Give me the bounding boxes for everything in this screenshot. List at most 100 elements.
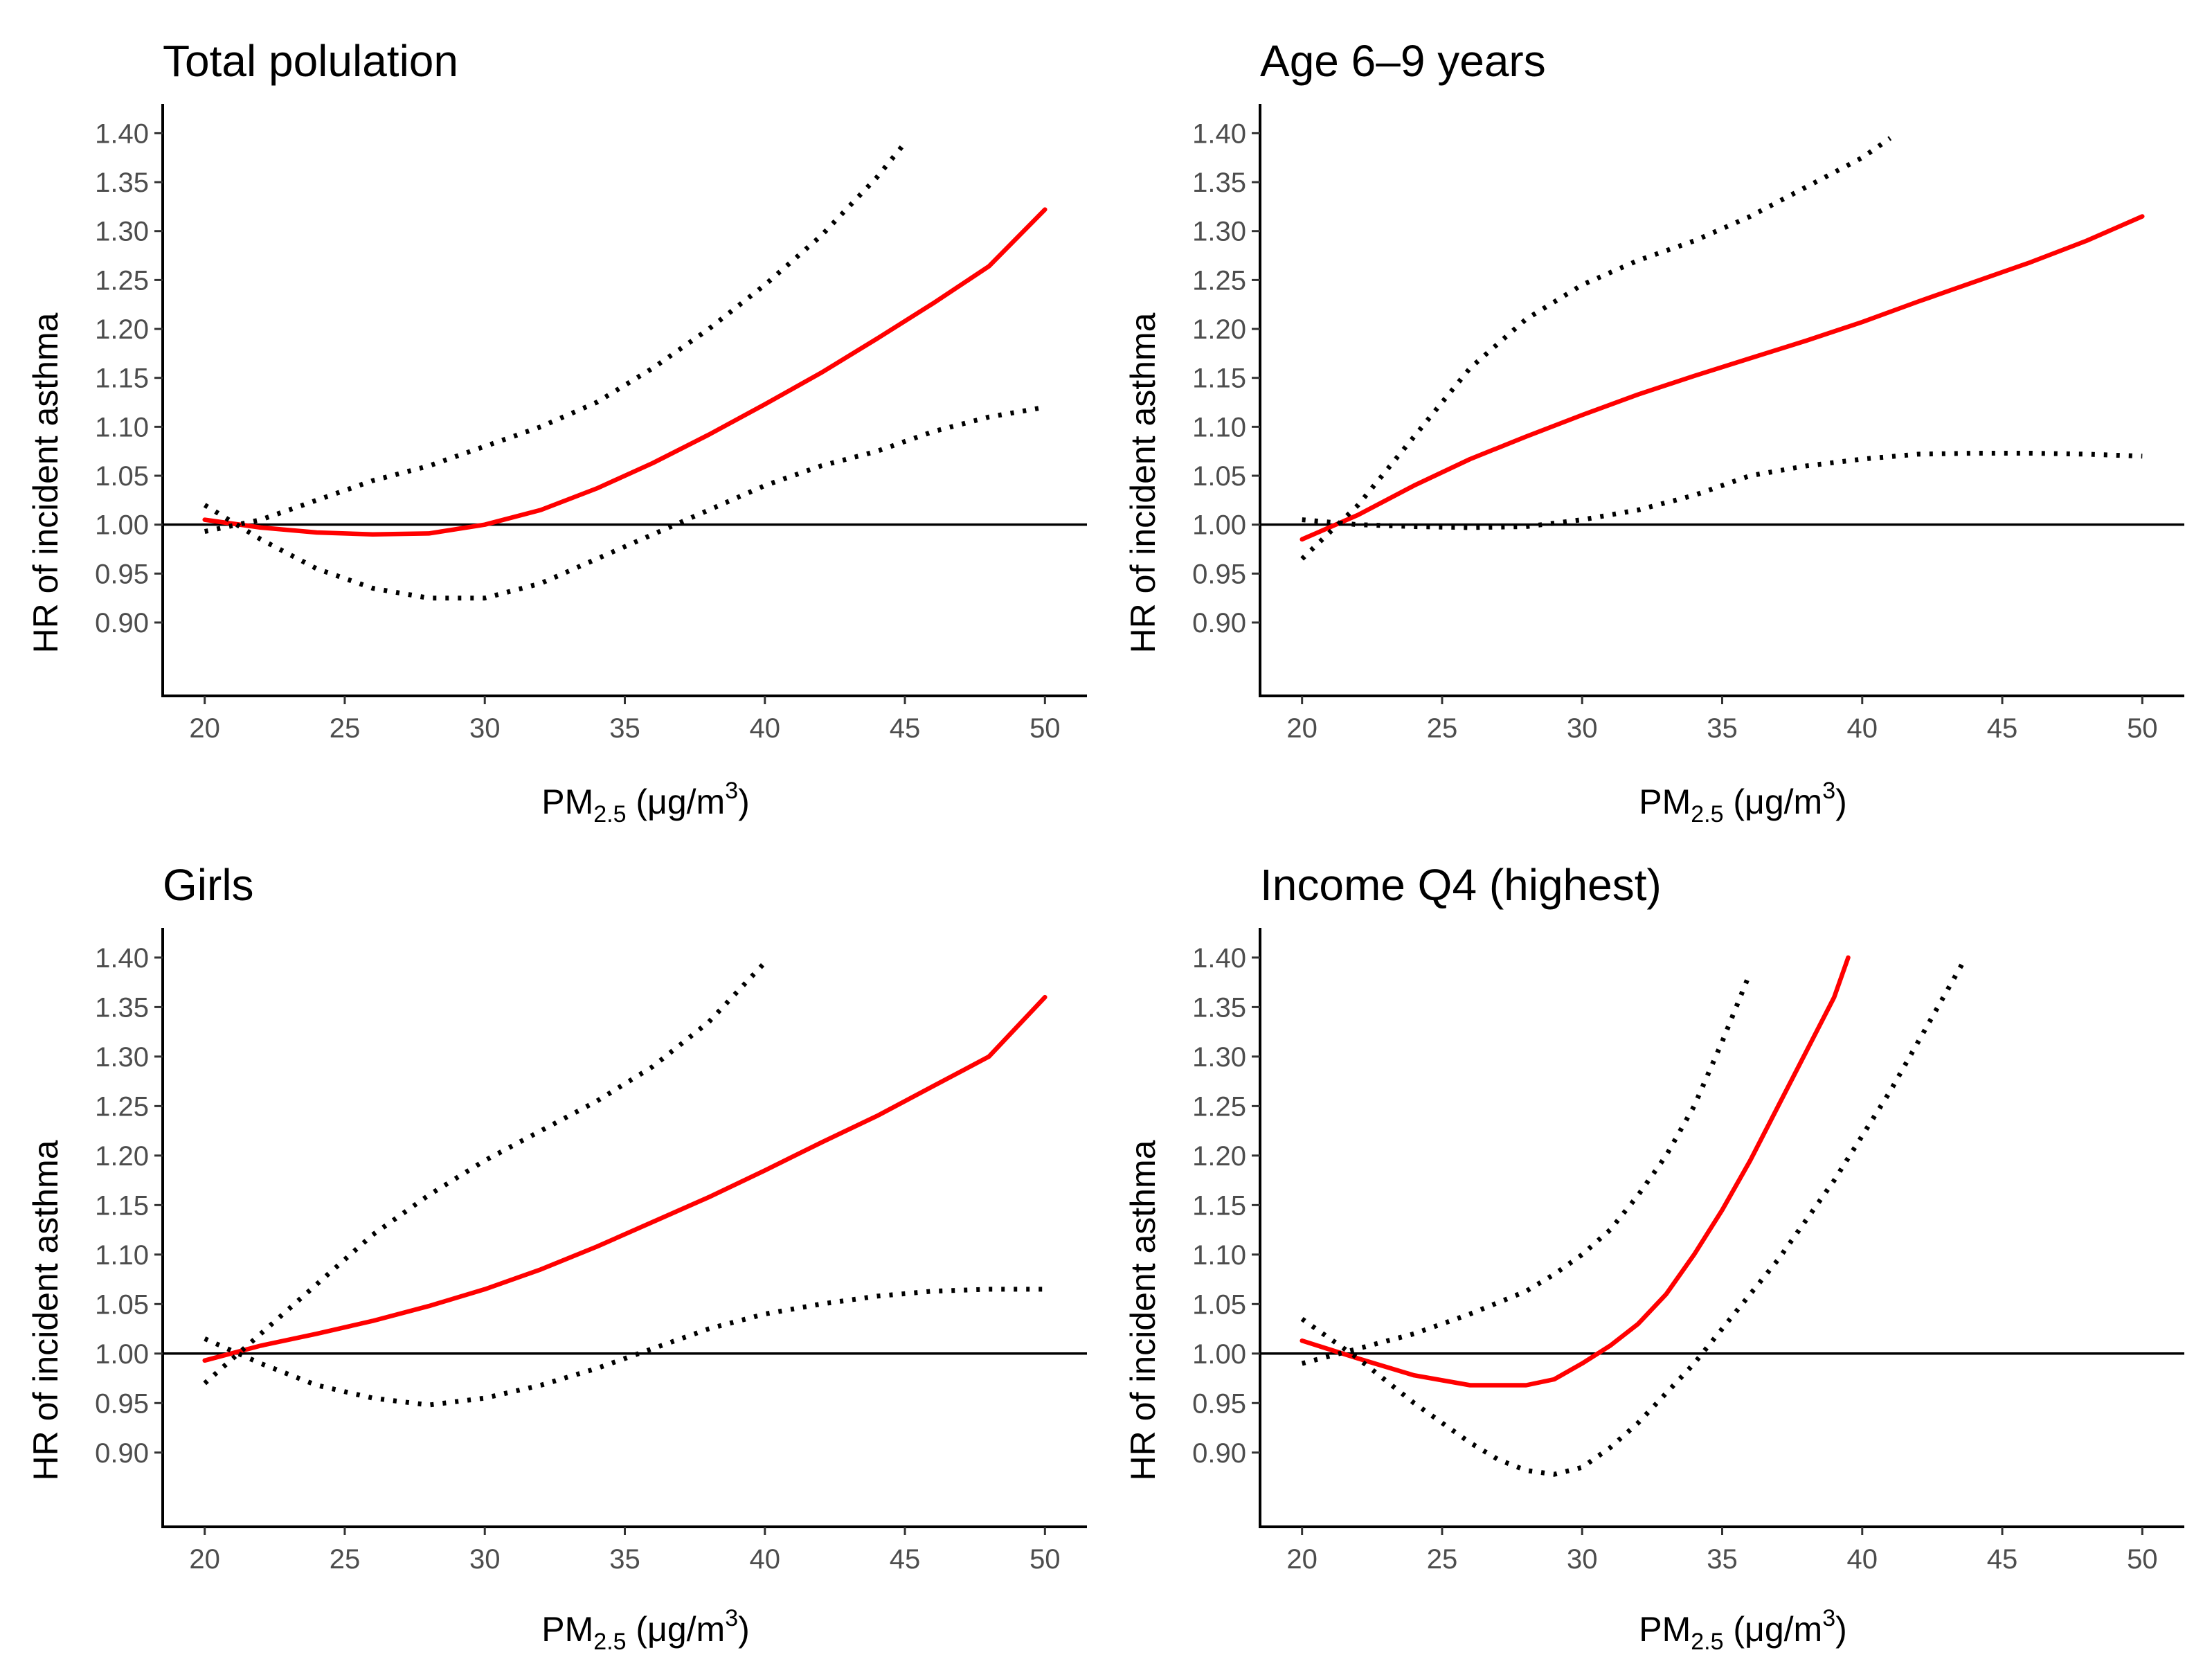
- hr-line: [1300, 955, 1851, 1388]
- x-axis-label-main: PM: [541, 782, 593, 821]
- y-tick-label: 1.10: [95, 1240, 149, 1271]
- chart-title: Income Q4 (highest): [1260, 860, 1662, 910]
- chart-title: Girls: [163, 860, 254, 910]
- y-axis-label: HR of incident asthma: [26, 1140, 65, 1480]
- x-tick-label: 35: [1707, 713, 1738, 744]
- x-tick-label: 30: [469, 1544, 501, 1575]
- x-tick-label: 35: [1707, 1544, 1738, 1575]
- y-tick-label: 0.95: [95, 1388, 149, 1419]
- x-axis-label: PM2.5 (μg/m3): [541, 1605, 750, 1655]
- x-tick-label: 25: [1427, 713, 1458, 744]
- x-axis-label-unit: (μg/m: [626, 1610, 725, 1649]
- y-tick-label: 1.30: [95, 217, 149, 247]
- panel-total-population: Total polulation 0.90 0.95 1.00 1.05 1.10 1.15…: [26, 36, 1087, 827]
- x-tick-label: 20: [1286, 1544, 1318, 1575]
- chart-title: Total polulation: [163, 36, 458, 86]
- panel-income-q4: Income Q4 (highest) 0.90 0.95 1.00 1.05 1.10 1…: [1124, 860, 2184, 1655]
- x-tick-label: 50: [2127, 713, 2158, 744]
- y-tick-label: 1.20: [95, 1141, 149, 1172]
- x-tick-label: 30: [469, 713, 501, 744]
- y-tick-label: 1.40: [95, 118, 149, 149]
- x-tick-label: 40: [750, 1544, 781, 1575]
- x-axis-label-main: PM: [541, 1610, 593, 1649]
- hr-line: [202, 207, 1047, 537]
- x-axis-label-sup: 3: [1822, 1605, 1835, 1631]
- y-tick-label: 1.05: [1192, 1289, 1246, 1320]
- x-axis-label-main: PM: [1639, 1610, 1691, 1649]
- x-tick-label: 20: [189, 1544, 220, 1575]
- y-tick-label: 1.05: [95, 1289, 149, 1320]
- y-axis-label: HR of incident asthma: [1124, 312, 1162, 653]
- y-tick-label: 1.00: [1192, 510, 1246, 541]
- y-tick-label: 1.05: [95, 461, 149, 492]
- y-tick-label: 1.00: [95, 1339, 149, 1370]
- chart-title: Age 6–9 years: [1260, 36, 1546, 86]
- y-tick-label: 1.40: [1192, 118, 1246, 149]
- y-tick-label: 1.05: [1192, 461, 1246, 492]
- panel-age-6-9-years: Age 6–9 years 0.90 0.95 1.00 1.05 1.10 1.15 1.2…: [1124, 36, 2184, 827]
- y-tick-label: 0.95: [1192, 559, 1246, 589]
- y-tick-label: 0.90: [95, 608, 149, 638]
- hr-line: [1300, 214, 2145, 542]
- x-tick-label: 40: [1847, 713, 1878, 744]
- ci-upper-line: [1300, 136, 1892, 561]
- x-tick-label: 45: [1987, 1544, 2018, 1575]
- y-tick-label: 1.10: [1192, 1240, 1246, 1271]
- y-tick-label: 1.10: [1192, 412, 1246, 442]
- x-axis-label-sub: 2.5: [1691, 1629, 1723, 1655]
- x-tick-label: 50: [1029, 713, 1061, 744]
- y-axis-label: HR of incident asthma: [1124, 1140, 1162, 1480]
- x-axis-label-sup: 3: [725, 778, 738, 804]
- x-tick-label: 20: [1286, 713, 1318, 744]
- x-tick-label: 25: [330, 1544, 361, 1575]
- x-axis-label-sup: 3: [725, 1605, 738, 1631]
- x-tick-label: 35: [609, 1544, 640, 1575]
- x-axis-label-unit: (μg/m: [626, 782, 725, 821]
- y-tick-label: 1.35: [95, 168, 149, 198]
- y-tick-label: 1.10: [95, 412, 149, 442]
- y-tick-label: 1.00: [1192, 1339, 1246, 1370]
- x-tick-label: 40: [1847, 1544, 1878, 1575]
- y-tick-label: 1.30: [1192, 1042, 1246, 1073]
- y-tick-label: 1.20: [1192, 314, 1246, 345]
- y-tick-label: 1.15: [1192, 1190, 1246, 1221]
- x-axis-label-unit: (μg/m: [1723, 1610, 1822, 1649]
- ci-upper-line: [1301, 971, 1753, 1366]
- y-tick-label: 1.20: [1192, 1141, 1246, 1172]
- x-axis-label: PM2.5 (μg/m3): [1639, 1605, 1847, 1655]
- y-tick-label: 1.30: [1192, 217, 1246, 247]
- y-tick-label: 1.35: [1192, 992, 1246, 1023]
- x-axis-label-close: ): [738, 1610, 750, 1649]
- x-axis-label: PM2.5 (μg/m3): [541, 778, 750, 827]
- ci-lower-line: [1300, 961, 1966, 1477]
- ci-lower-line: [203, 404, 1045, 601]
- y-tick-label: 1.30: [95, 1042, 149, 1073]
- y-tick-label: 1.00: [95, 510, 149, 541]
- y-tick-label: 1.25: [95, 1091, 149, 1122]
- y-tick-label: 1.15: [95, 364, 149, 394]
- hr-line: [202, 994, 1047, 1363]
- x-tick-label: 50: [2127, 1544, 2158, 1575]
- x-axis-label-unit: (μg/m: [1723, 782, 1822, 821]
- x-axis-label-main: PM: [1639, 782, 1691, 821]
- x-tick-label: 30: [1567, 713, 1598, 744]
- y-tick-label: 0.95: [1192, 1388, 1246, 1419]
- x-tick-label: 30: [1567, 1544, 1598, 1575]
- x-tick-label: 45: [890, 1544, 921, 1575]
- y-tick-label: 1.35: [95, 992, 149, 1023]
- ci-upper-line: [203, 960, 767, 1386]
- y-tick-label: 0.95: [95, 559, 149, 589]
- x-axis-label-sub: 2.5: [593, 1629, 626, 1655]
- y-tick-label: 1.35: [1192, 168, 1246, 198]
- x-tick-label: 40: [750, 713, 781, 744]
- x-axis-label-sub: 2.5: [1691, 801, 1723, 827]
- y-tick-label: 0.90: [95, 1438, 149, 1469]
- x-axis-label-close: ): [1835, 782, 1847, 821]
- ci-lower-line: [1302, 451, 2143, 530]
- x-tick-label: 45: [890, 713, 921, 744]
- ci-lower-line: [204, 1287, 1045, 1408]
- x-axis-label-close: ): [738, 782, 750, 821]
- ci-upper-line: [204, 141, 907, 535]
- y-tick-label: 1.25: [1192, 265, 1246, 296]
